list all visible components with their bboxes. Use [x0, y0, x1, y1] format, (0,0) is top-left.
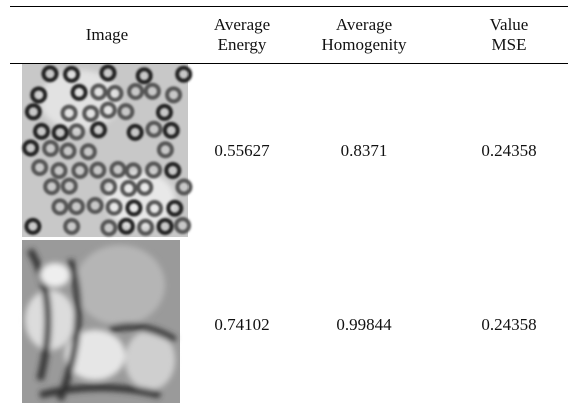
cell-image-2	[22, 240, 180, 403]
header-cell: MSE	[492, 35, 527, 54]
header-cell: Homogenity	[322, 35, 407, 54]
header-cell: Average	[336, 15, 392, 34]
page: ImageAverageEnergyAverageHomogenityValue…	[0, 0, 574, 403]
blob	[40, 263, 70, 287]
table-cell: 0.74102	[214, 315, 269, 334]
table: ImageAverageEnergyAverageHomogenityValue…	[0, 0, 574, 403]
header-cell: Energy	[218, 35, 267, 54]
table-cell: 0.24358	[481, 141, 536, 160]
table-cell: 0.99844	[336, 315, 392, 334]
table-cell: 0.55627	[214, 141, 270, 160]
cell-image-1	[22, 64, 190, 237]
header-cell: Average	[214, 15, 270, 34]
table-cell: 0.24358	[481, 315, 536, 334]
header-cell: Value	[490, 15, 529, 34]
blob	[75, 245, 165, 325]
table-cell: 0.8371	[341, 141, 388, 160]
header-cell: Image	[86, 25, 128, 44]
